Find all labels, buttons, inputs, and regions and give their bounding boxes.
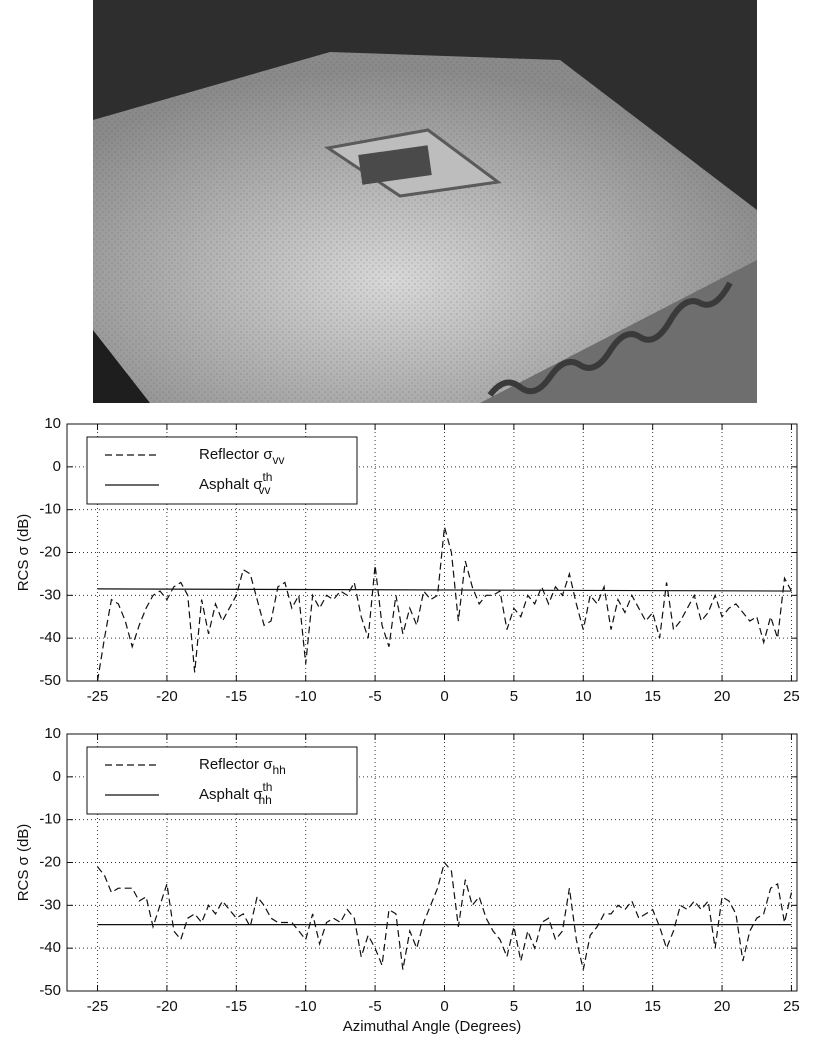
plot-frame <box>66 733 798 992</box>
y-axis-label: RCS σ (dB) <box>15 514 32 592</box>
x-axis-label: Azimuthal Angle (Degrees) <box>343 1018 521 1035</box>
y-tick-label: 10 <box>44 415 61 432</box>
x-tick-label: -20 <box>156 688 178 705</box>
x-tick-label: -10 <box>295 998 317 1015</box>
y-tick-label: 0 <box>53 768 61 785</box>
x-tick-label: -25 <box>87 688 109 705</box>
legend-name: Asphalt σ <box>199 476 263 493</box>
y-tick-label: -10 <box>39 811 61 828</box>
y-tick-label: 10 <box>44 725 61 742</box>
x-tick-label: 15 <box>644 998 661 1015</box>
x-tick-label: -25 <box>87 998 109 1015</box>
y-tick-label: -50 <box>39 672 61 689</box>
data-line <box>97 861 793 970</box>
legend-name: Reflector σ <box>199 446 273 463</box>
y-tick-label: -40 <box>39 939 61 956</box>
plot-frame <box>66 423 798 682</box>
y-tick-label: -50 <box>39 982 61 999</box>
x-tick-label: 5 <box>510 688 518 705</box>
x-tick-label: 10 <box>575 688 592 705</box>
legend-box <box>86 746 358 815</box>
data-line <box>96 526 792 682</box>
x-tick-label: -10 <box>295 688 317 705</box>
y-tick-label: -20 <box>39 853 61 870</box>
legend-subscript: vv <box>272 453 284 467</box>
legend-label: Asphalt σth vv <box>199 470 272 497</box>
x-tick-label: 20 <box>714 998 731 1015</box>
y-tick-label: -30 <box>39 896 61 913</box>
legend-subscript: hh <box>258 793 271 807</box>
y-tick-label: -20 <box>39 543 61 560</box>
legend-subscript: vv <box>258 483 270 497</box>
photo <box>93 0 757 403</box>
data-line <box>97 588 792 592</box>
legend-subscript: hh <box>272 763 285 777</box>
x-tick-label: -5 <box>368 998 381 1015</box>
x-tick-label: 25 <box>783 688 800 705</box>
x-tick-label: -15 <box>225 688 247 705</box>
x-tick-label: 5 <box>510 998 518 1015</box>
x-tick-label: 0 <box>440 998 448 1015</box>
y-tick-label: -40 <box>39 629 61 646</box>
y-tick-label: -10 <box>39 501 61 518</box>
x-tick-label: 15 <box>644 688 661 705</box>
x-tick-label: 25 <box>783 998 800 1015</box>
legend-name: Asphalt σ <box>199 786 263 803</box>
x-tick-label: 20 <box>714 688 731 705</box>
x-tick-label: -5 <box>368 688 381 705</box>
y-tick-label: 0 <box>53 458 61 475</box>
legend-label: Reflector σhh <box>199 756 286 777</box>
y-tick-label: -30 <box>39 586 61 603</box>
x-tick-label: 0 <box>440 688 448 705</box>
x-tick-label: 10 <box>575 998 592 1015</box>
x-tick-label: -20 <box>156 998 178 1015</box>
legend-label: Reflector σvv <box>199 446 284 467</box>
y-axis-label: RCS σ (dB) <box>15 824 32 902</box>
legend-label: Asphalt σth hh <box>199 780 272 807</box>
x-tick-label: -15 <box>225 998 247 1015</box>
legend-box <box>86 436 358 505</box>
legend-superscript: th <box>262 470 272 484</box>
legend-superscript: th <box>262 780 272 794</box>
legend-name: Reflector σ <box>199 756 273 773</box>
